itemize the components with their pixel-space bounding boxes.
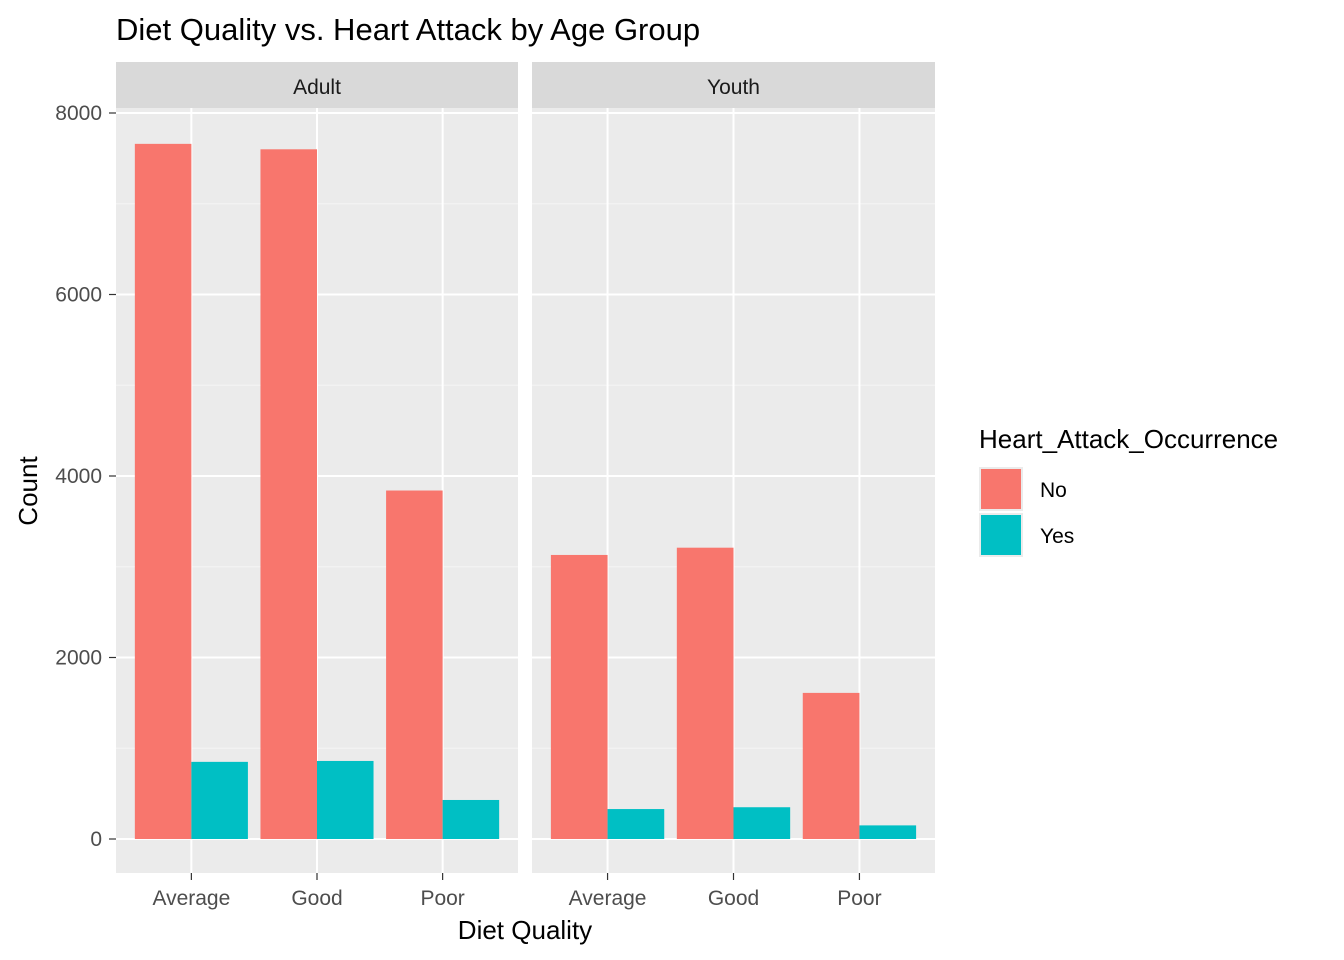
legend-label-no: No	[1040, 479, 1067, 502]
facets-layer: Adult Average Good Poor Youth Average Good Poor	[116, 62, 935, 910]
legend-swatch-no	[981, 469, 1021, 509]
legend-entries: No Yes	[979, 467, 1074, 557]
y-axis-title: Count	[13, 456, 43, 526]
y-tick-label: 0	[90, 828, 102, 851]
bar-youth-average-no	[550, 554, 608, 839]
x-tick-label: Poor	[837, 887, 881, 910]
facet-panel-youth: Youth Average Good Poor	[532, 62, 935, 910]
y-axis: 0 2000 4000 6000 8000	[55, 102, 116, 851]
bar-adult-poor-no	[386, 490, 443, 839]
legend-swatch-yes	[981, 515, 1021, 555]
x-tick-label: Good	[708, 887, 759, 910]
legend: Heart_Attack_Occurrence No Yes	[979, 424, 1278, 557]
facet-strip	[532, 62, 935, 108]
bar-youth-good-yes	[733, 807, 791, 839]
y-tick-label: 2000	[55, 647, 102, 670]
x-tick-label: Good	[291, 887, 342, 910]
bar-adult-poor-yes	[442, 799, 500, 839]
x-tick-label: Average	[152, 887, 230, 910]
bar-youth-good-no	[676, 547, 734, 839]
legend-label-yes: Yes	[1040, 525, 1074, 548]
y-tick-label: 8000	[55, 102, 102, 125]
bar-adult-good-no	[260, 149, 317, 840]
x-tick-label: Poor	[420, 887, 464, 910]
facet-strip-label: Youth	[707, 76, 760, 99]
x-tick-label: Average	[569, 887, 647, 910]
y-tick-label: 4000	[55, 465, 102, 488]
facet-strip-label: Adult	[293, 76, 341, 99]
y-tick-label: 6000	[55, 284, 102, 307]
bar-youth-poor-yes	[859, 825, 917, 839]
chart-title: Diet Quality vs. Heart Attack by Age Gro…	[116, 12, 700, 47]
x-axis-title: Diet Quality	[458, 915, 592, 945]
facet-strip	[116, 62, 518, 108]
bar-adult-average-yes	[191, 761, 248, 839]
legend-title: Heart_Attack_Occurrence	[979, 424, 1278, 454]
bar-adult-average-no	[134, 143, 192, 840]
bar-adult-good-yes	[317, 760, 374, 839]
bar-youth-poor-no	[802, 692, 860, 839]
bar-youth-average-yes	[607, 809, 665, 839]
facet-panel-adult: Adult Average Good Poor	[116, 62, 518, 910]
